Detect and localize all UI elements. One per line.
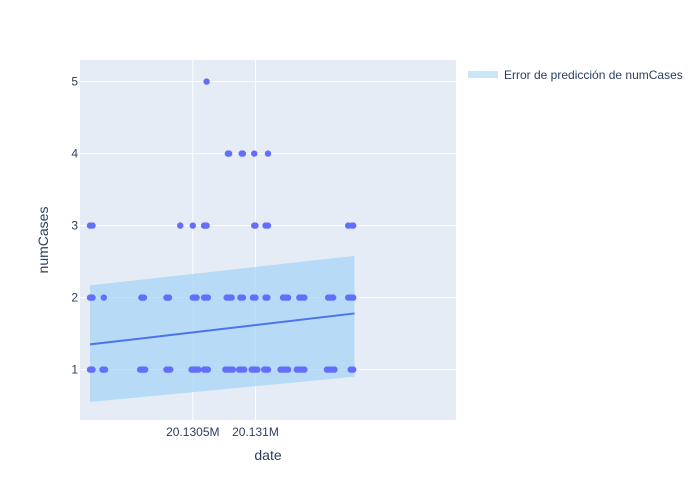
y-axis-title: numCases (35, 207, 51, 274)
data-point (350, 222, 357, 229)
y-tick-label: 1 (71, 363, 78, 377)
data-point (189, 222, 196, 229)
x-tick-label: 20.131M (232, 425, 279, 439)
data-point (141, 366, 149, 373)
data-point (264, 222, 272, 229)
data-point (350, 366, 357, 373)
data-point (350, 294, 357, 301)
data-point (331, 366, 338, 373)
data-point (228, 294, 235, 301)
legend-label: Error de predicción de numCases (504, 68, 683, 82)
data-point (203, 78, 210, 85)
x-tick-label: 20.1305M (166, 425, 219, 439)
data-point (239, 294, 247, 301)
data-point (264, 150, 272, 157)
data-point (100, 294, 108, 301)
data-point (301, 366, 308, 373)
data-point (203, 222, 210, 229)
data-point (89, 222, 96, 229)
data-point (329, 294, 337, 301)
y-axis-ticks: 1 2 3 4 5 (71, 75, 78, 377)
data-point (165, 294, 173, 301)
legend-swatch (468, 71, 498, 78)
data-point (89, 294, 96, 301)
data-point (252, 222, 259, 229)
data-point (225, 150, 233, 157)
data-point (204, 366, 212, 373)
y-tick-label: 3 (71, 219, 78, 233)
trend-line-layer (89, 312, 355, 346)
y-tick-label: 5 (71, 75, 78, 89)
legend[interactable]: Error de predicción de numCases (468, 68, 683, 82)
data-point (177, 222, 184, 229)
data-point (284, 366, 292, 373)
data-point (254, 366, 261, 373)
data-point (264, 294, 271, 301)
data-point (284, 294, 292, 301)
y-tick-label: 2 (71, 291, 78, 305)
data-point (167, 366, 174, 373)
data-point (140, 294, 148, 301)
data-point (229, 366, 237, 373)
data-point (204, 294, 212, 301)
y-tick-label: 4 (71, 147, 78, 161)
trend-line (89, 312, 355, 346)
x-axis-title: date (254, 447, 281, 463)
data-point (89, 366, 96, 373)
data-point (239, 150, 247, 157)
data-point (301, 294, 308, 301)
data-point (101, 366, 109, 373)
data-point (240, 366, 248, 373)
data-point (252, 294, 259, 301)
data-point (264, 366, 272, 373)
x-axis-ticks: 20.1305M 20.131M (166, 425, 279, 439)
data-point (251, 150, 258, 157)
data-point (193, 294, 200, 301)
scatter-points (86, 78, 357, 373)
data-point (195, 366, 202, 373)
